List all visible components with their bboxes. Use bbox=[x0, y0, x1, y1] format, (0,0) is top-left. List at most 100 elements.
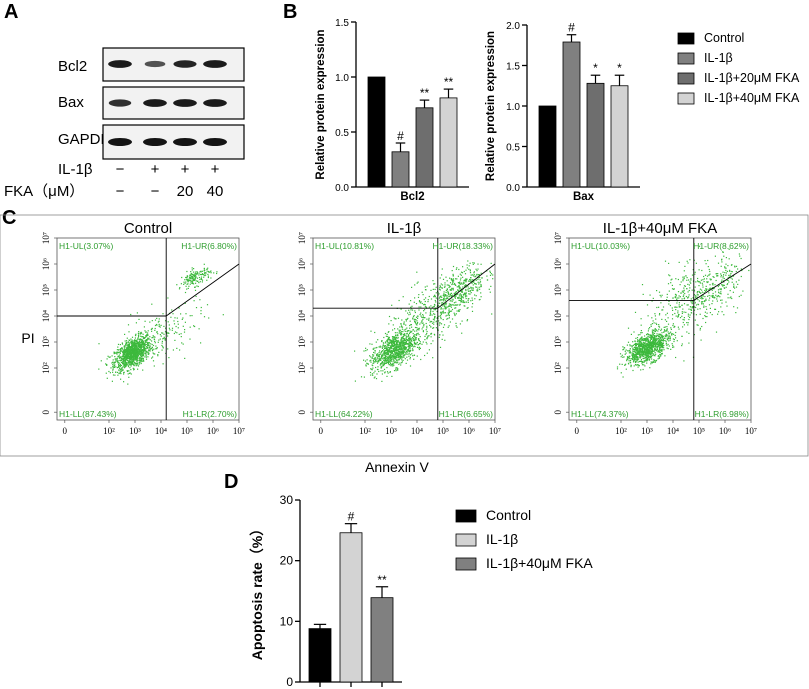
legend-b: Control IL-1β IL-1β+20μM FKA IL-1β+40μM FKA bbox=[677, 31, 800, 105]
band-bcl2-4 bbox=[203, 60, 227, 68]
bar-4 bbox=[439, 97, 458, 188]
x-tick-label: 10⁶ bbox=[463, 426, 475, 436]
x-tick-label: 10⁵ bbox=[181, 426, 193, 436]
band-label-bax: Bax bbox=[58, 94, 84, 111]
y-tick-label: 10² bbox=[41, 362, 51, 374]
flow-cytometry-plots: Control H1-UL(3.07%) H1-UR(6.80%) H1-LL(87.… bbox=[41, 220, 757, 436]
quadrant-ur: H1-UR(8.62%) bbox=[693, 241, 749, 251]
x-tick-label: 10⁵ bbox=[437, 426, 449, 436]
band-gapdh-1 bbox=[108, 138, 132, 146]
bar-3 bbox=[415, 107, 434, 188]
panel-letter-d: D bbox=[224, 471, 238, 493]
legend-label-1: Control bbox=[704, 31, 744, 45]
y-tick-label: 10⁴ bbox=[297, 310, 307, 322]
quadrant-ul: H1-UL(10.03%) bbox=[571, 241, 630, 251]
x-tick-label: 10³ bbox=[129, 426, 141, 436]
band-bax-2 bbox=[143, 99, 167, 107]
x-tick-label: 10⁵ bbox=[693, 426, 705, 436]
gate-diagonal bbox=[437, 263, 496, 309]
y-tick-label: 30 bbox=[280, 493, 294, 507]
bcl2-bar-chart: 0.0 0.5 1.0 1.5 # ** ** Bcl2 Relative protein ex… bbox=[315, 18, 469, 203]
y-tick-label: 0.0 bbox=[506, 183, 520, 194]
x-axis-title: Bcl2 bbox=[400, 191, 424, 203]
band-gapdh-2 bbox=[143, 138, 167, 146]
legend-label-3: IL-1β+40μM FKA bbox=[486, 555, 593, 571]
quadrant-ll: H1-LL(87.43%) bbox=[59, 409, 117, 419]
x-tick-label: 0 bbox=[319, 426, 324, 436]
il1b-lane-4: + bbox=[211, 161, 220, 178]
x-tick-label: 10² bbox=[615, 426, 627, 436]
quadrant-lr: H1-LR(2.70%) bbox=[183, 409, 237, 419]
y-axis-title: Relative protein expression bbox=[315, 29, 327, 179]
significance-mark: ** bbox=[377, 573, 387, 587]
y-tick-label: 2.0 bbox=[506, 21, 520, 32]
quadrant-ul: H1-UL(3.07%) bbox=[59, 241, 113, 251]
band-bcl2-3 bbox=[173, 60, 197, 68]
bax-bar-chart: 0.0 0.5 1.0 1.5 2.0 # * * Bax Relative protein ex… bbox=[485, 21, 640, 203]
band-gapdh-4 bbox=[203, 138, 227, 146]
y-tick-label: 10 bbox=[280, 614, 294, 628]
y-tick-label: 1.5 bbox=[506, 62, 520, 73]
row-label-il1b: IL-1β bbox=[58, 161, 93, 178]
panel-letter-c: C bbox=[2, 207, 16, 229]
legend-swatch-1 bbox=[455, 509, 477, 523]
x-tick-label: 10⁴ bbox=[667, 426, 679, 436]
legend-swatch-3 bbox=[677, 72, 695, 85]
flow-plot-1: Control H1-UL(3.07%) H1-UR(6.80%) H1-LL(87.… bbox=[41, 220, 245, 436]
flow-y-axis-title: PI bbox=[21, 330, 34, 346]
il1b-lane-1: − bbox=[116, 161, 125, 178]
band-bax-4 bbox=[203, 99, 227, 107]
x-tick-label: 0 bbox=[575, 426, 580, 436]
legend-swatch-2 bbox=[455, 533, 477, 547]
legend-label-2: IL-1β bbox=[704, 51, 733, 65]
y-tick-label: 1.0 bbox=[506, 102, 520, 113]
y-tick-label: 1.0 bbox=[335, 73, 349, 84]
y-tick-label: 10⁵ bbox=[553, 284, 563, 296]
x-tick-label: 10³ bbox=[641, 426, 653, 436]
flow-panel-border bbox=[0, 214, 809, 457]
y-tick-label: 20 bbox=[280, 554, 294, 568]
flow-plot-title: Control bbox=[124, 220, 172, 237]
quadrant-ur: H1-UR(6.80%) bbox=[181, 241, 237, 251]
y-tick-label: 10⁶ bbox=[41, 258, 51, 270]
flow-plot-frame bbox=[312, 237, 496, 421]
panel-letter-b: B bbox=[283, 1, 297, 23]
quadrant-lr: H1-LR(6.65%) bbox=[439, 409, 493, 419]
y-tick-label: 10³ bbox=[297, 336, 307, 348]
legend-swatch-2 bbox=[677, 52, 695, 65]
il1b-lane-3: + bbox=[181, 161, 190, 178]
quadrant-ll: H1-LL(74.37%) bbox=[571, 409, 629, 419]
bar-4 bbox=[610, 85, 629, 188]
flow-dots bbox=[354, 260, 494, 382]
flow-plot-title: IL-1β+40μM FKA bbox=[603, 220, 717, 237]
legend-d: Control IL-1β IL-1β+40μM FKA bbox=[455, 507, 593, 571]
x-tick-label: 10⁷ bbox=[489, 426, 501, 436]
x-tick-label: 0 bbox=[63, 426, 68, 436]
flow-plot-frame bbox=[568, 237, 752, 421]
y-tick-label: 0 bbox=[286, 675, 293, 689]
x-tick-label: 10³ bbox=[385, 426, 397, 436]
quadrant-ll: H1-LL(64.22%) bbox=[315, 409, 373, 419]
significance-mark: ** bbox=[420, 86, 430, 100]
x-tick-label: 10⁶ bbox=[719, 426, 731, 436]
band-bcl2-1 bbox=[108, 60, 132, 68]
band-bax-3 bbox=[173, 99, 197, 107]
y-tick-label: 10⁷ bbox=[297, 232, 307, 244]
x-axis-title: Bax bbox=[573, 191, 595, 203]
y-tick-label: 10⁶ bbox=[297, 258, 307, 270]
bar-3 bbox=[586, 82, 605, 188]
blot-bands bbox=[108, 60, 227, 146]
band-gapdh-3 bbox=[173, 138, 197, 146]
flow-plot-3: IL-1β+40μM FKA H1-UL(10.03%) H1-UR(8.62%) H… bbox=[553, 220, 757, 436]
bar-2 bbox=[562, 41, 581, 188]
x-tick-label: 10⁷ bbox=[745, 426, 757, 436]
x-tick-label: 10² bbox=[103, 426, 115, 436]
y-axis-title: Relative protein expression bbox=[485, 31, 497, 181]
band-bax-1 bbox=[108, 99, 132, 107]
x-tick-label: 10⁴ bbox=[411, 426, 423, 436]
y-tick-label: 0 bbox=[41, 409, 51, 414]
il1b-lane-2: + bbox=[151, 161, 160, 178]
significance-mark: ** bbox=[444, 75, 454, 89]
y-tick-label: 10⁵ bbox=[41, 284, 51, 296]
